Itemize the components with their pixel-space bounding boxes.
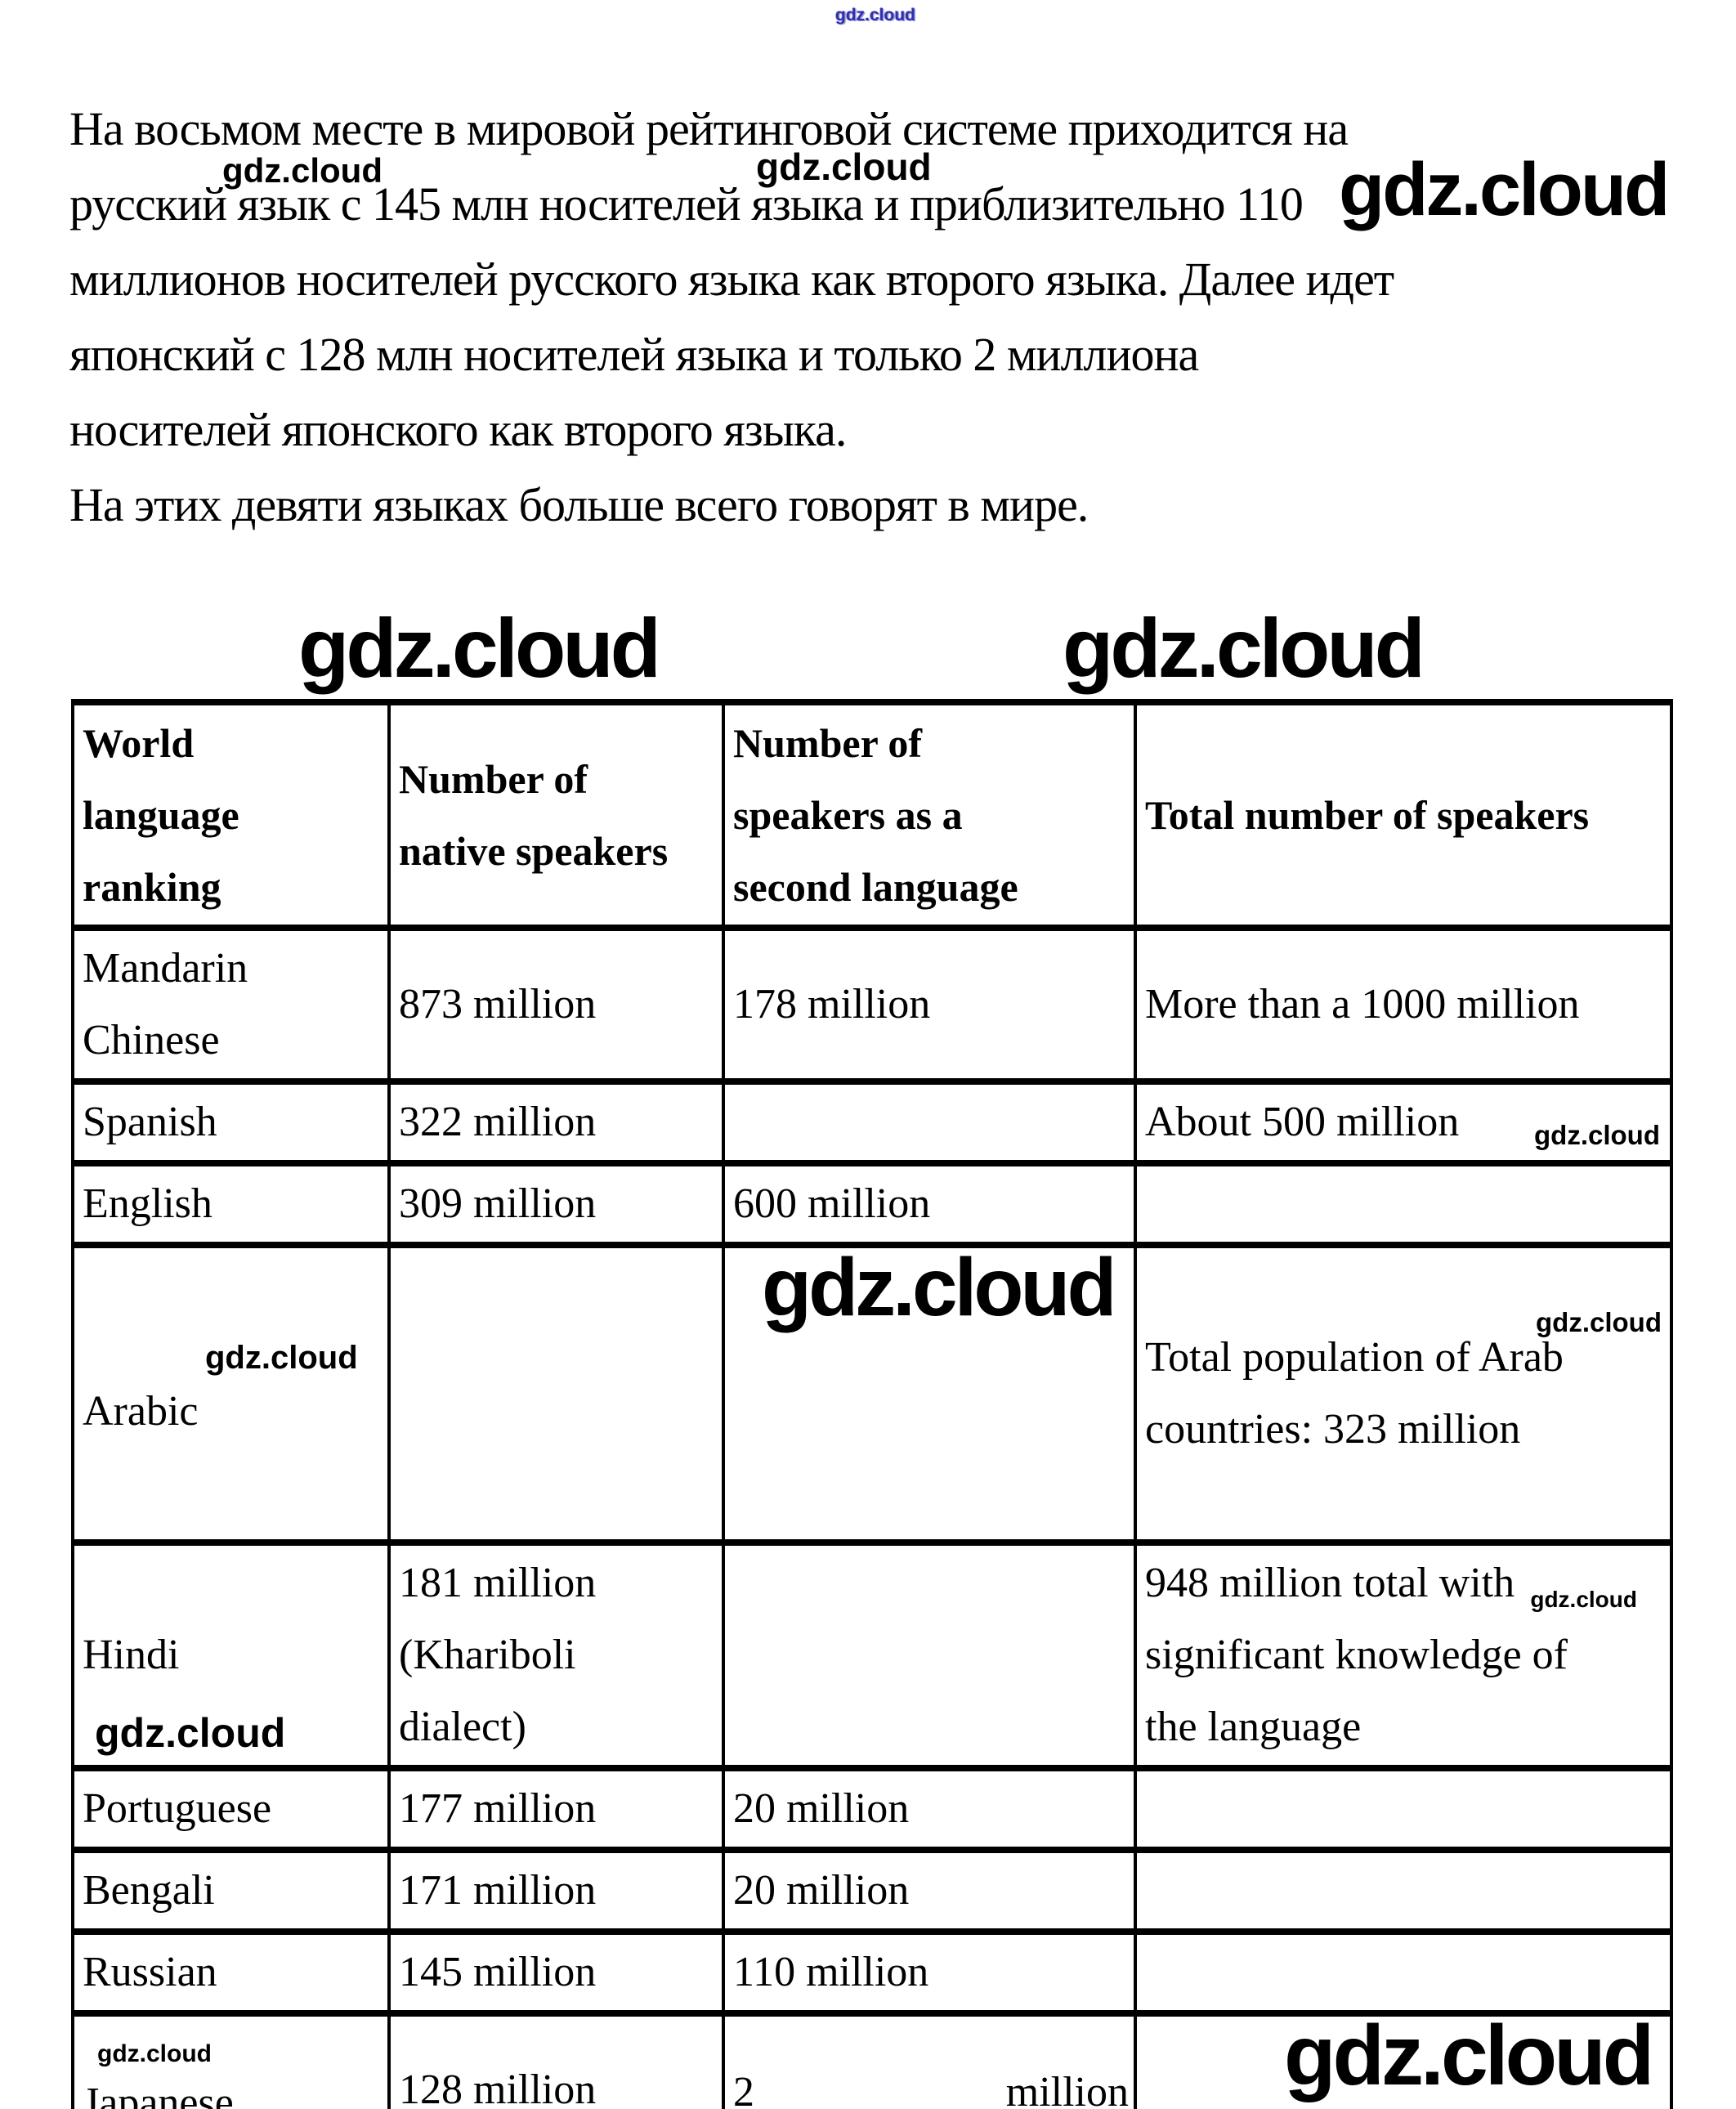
table-cell bbox=[1134, 1928, 1673, 2017]
table-cell bbox=[722, 1078, 1137, 1166]
gdz-watermark-line2-mid: gdz.cloud bbox=[756, 146, 932, 188]
table-row-arabic: gdz.cloud Arabic gdz.cloud Total populat… bbox=[71, 1242, 1673, 1546]
paragraph-line: На восьмом месте в мировой рейтинговой с… bbox=[69, 102, 1349, 155]
table-cell: More than a 1000 million bbox=[1134, 925, 1673, 1085]
table-header-row: World language ranking Number of native … bbox=[71, 699, 1673, 931]
cell-text: About 500 million bbox=[1145, 1099, 1460, 1145]
table-cell: 322 million bbox=[387, 1078, 725, 1166]
table-cell: 178 million bbox=[722, 925, 1137, 1085]
cell-text: million bbox=[1005, 2068, 1129, 2109]
table-cell: Mandarin Chinese bbox=[71, 925, 391, 1085]
table-row-portuguese: Portuguese 177 million 20 million bbox=[71, 1765, 1673, 1853]
table-cell bbox=[1134, 1847, 1673, 1935]
gdz-watermark-cell: gdz.cloud bbox=[1530, 1587, 1637, 1612]
table-cell: 145 million bbox=[387, 1928, 725, 2017]
table-row-english: English 309 million 600 million bbox=[71, 1160, 1673, 1248]
table-cell bbox=[1134, 1765, 1673, 1853]
table-cell: About 500 million gdz.cloud bbox=[1134, 1078, 1673, 1166]
table-cell: Russian bbox=[71, 1928, 391, 2017]
paragraph-line: миллионов носителей русского языка как в… bbox=[69, 253, 1394, 306]
table-cell: 128 million gdz.cloud bbox=[387, 2010, 725, 2109]
gdz-watermark-cell: gdz.cloud bbox=[95, 1710, 286, 1756]
gdz-watermark-cell: gdz.cloud bbox=[1534, 1120, 1660, 1150]
table-row-mandarin-chinese: Mandarin Chinese 873 million 178 million… bbox=[71, 925, 1673, 1085]
table-cell: gdz.cloud bbox=[722, 1242, 1137, 1546]
table-row-spanish: Spanish 322 million About 500 million gd… bbox=[71, 1078, 1673, 1166]
gdz-watermark-cell: gdz.cloud bbox=[762, 1242, 1117, 1333]
table-cell: Spanish bbox=[71, 1078, 391, 1166]
cell-text: 948 million total with significant knowl… bbox=[1145, 1560, 1568, 1750]
table-cell: 181 million (Khariboli dialect) bbox=[387, 1539, 725, 1771]
table-cell: 20 million bbox=[722, 1765, 1137, 1853]
table-cell: 110 million bbox=[722, 1928, 1137, 2017]
table-cell: 177 million bbox=[387, 1765, 725, 1853]
gdz-watermark-top: gdz.cloud bbox=[835, 6, 915, 25]
cell-text: Total population of Arab countries: 323 … bbox=[1145, 1334, 1564, 1453]
paragraph-line: На этих девяти языках больше всего говор… bbox=[69, 478, 1089, 531]
table-cell: Total population of Arab countries: 323 … bbox=[1134, 1242, 1673, 1546]
paragraph-line: носителей японского как второго языка. bbox=[69, 403, 847, 456]
table-cell: English bbox=[71, 1160, 391, 1248]
cell-text: Japanese bbox=[83, 2080, 234, 2109]
cell-text: Arabic bbox=[83, 1388, 199, 1435]
gdz-watermark-cell: gdz.cloud bbox=[1536, 1307, 1662, 1337]
paragraph-line: японский с 128 млн носителей языка и тол… bbox=[69, 328, 1199, 381]
table-cell: gdz.cloud bbox=[1134, 2008, 1673, 2109]
table-cell: Hindi gdz.cloud bbox=[71, 1539, 391, 1771]
cell-text: 2 bbox=[733, 2068, 754, 2109]
header-native-speakers: Number of native speakers bbox=[387, 699, 725, 931]
cell-text: Hindi bbox=[83, 1632, 180, 1678]
gdz-watermark-cell: gdz.cloud bbox=[205, 1340, 358, 1376]
table-cell: 873 million bbox=[387, 925, 725, 1085]
paragraph-line: русский язык с 145 млн носителей языка и… bbox=[69, 177, 1304, 231]
table-cell: 2 million bbox=[722, 2010, 1137, 2109]
cell-text: 128 million bbox=[399, 2066, 597, 2109]
table-cell: 20 million bbox=[722, 1847, 1137, 1935]
gdz-watermark-above-table-right: gdz.cloud bbox=[1063, 602, 1425, 695]
table-cell: 309 million bbox=[387, 1160, 725, 1248]
header-second-language: Number of speakers as a second language bbox=[722, 699, 1137, 931]
table-cell: Portuguese bbox=[71, 1765, 391, 1853]
table-cell: Bengali bbox=[71, 1847, 391, 1935]
table-cell: 948 million total with significant knowl… bbox=[1134, 1539, 1673, 1771]
table-cell bbox=[722, 1539, 1137, 1771]
table-row-russian: Russian 145 million 110 million bbox=[71, 1928, 1673, 2017]
gdz-watermark-cell: gdz.cloud bbox=[1284, 2008, 1654, 2103]
justified-cell-content: 2 million bbox=[733, 2052, 1130, 2109]
intro-paragraph: На восьмом месте в мировой рейтинговой с… bbox=[69, 92, 1394, 543]
table-cell: 600 million bbox=[722, 1160, 1137, 1248]
table-cell: gdz.cloud Arabic bbox=[71, 1242, 391, 1546]
table-row-japanese: gdz.cloud Japanese 128 million gdz.cloud… bbox=[71, 2008, 1673, 2109]
header-total-speakers: Total number of speakers bbox=[1134, 699, 1673, 931]
table-cell: gdz.cloud Japanese bbox=[71, 2010, 391, 2109]
gdz-watermark-line2-big: gdz.cloud bbox=[1339, 148, 1670, 231]
table-cell: 171 million bbox=[387, 1847, 725, 1935]
gdz-watermark-cell: gdz.cloud bbox=[97, 2040, 212, 2067]
table-cell bbox=[1134, 1160, 1673, 1248]
table-row-bengali: Bengali 171 million 20 million bbox=[71, 1847, 1673, 1935]
table-row-hindi: Hindi gdz.cloud 181 million (Khariboli d… bbox=[71, 1539, 1673, 1771]
language-ranking-table: World language ranking Number of native … bbox=[71, 699, 1673, 2109]
table-cell bbox=[387, 1242, 725, 1546]
header-world-language-ranking: World language ranking bbox=[71, 699, 391, 931]
gdz-watermark-above-table-left: gdz.cloud bbox=[298, 602, 661, 695]
gdz-watermark-line2-left: gdz.cloud bbox=[222, 151, 383, 190]
